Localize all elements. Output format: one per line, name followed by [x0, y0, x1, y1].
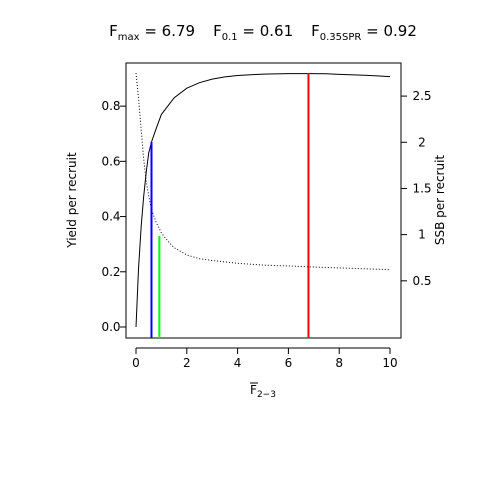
- x-tick-label: 6: [285, 356, 293, 370]
- y-axis-right: 0.5 1 1.5 2 2.5: [400, 89, 432, 288]
- y2-tick-label: 2.5: [412, 89, 431, 103]
- title-text: Fmax = 6.79 F0.1 = 0.61 F0.35SPR = 0.92: [109, 22, 417, 43]
- y2-axis-title: SSB per recruit: [433, 155, 447, 246]
- y2-tick-label: 1: [418, 228, 426, 242]
- y-tick-label: 0.0: [101, 320, 120, 334]
- title-part-value-0: = 6.79: [140, 22, 196, 40]
- series-group: [135, 72, 391, 328]
- x-tick-label: 10: [382, 356, 397, 370]
- y2-tick-label: 1.5: [412, 181, 431, 195]
- y-tick-label: 0.6: [101, 154, 120, 168]
- y-tick-label: 0.4: [101, 210, 120, 224]
- title-part-sub-2: 0.35SPR: [320, 32, 362, 43]
- x-axis-title-text: F2−3: [250, 383, 276, 400]
- x-tick-label: 8: [335, 356, 343, 370]
- y-tick-label: 0.8: [101, 99, 120, 113]
- title-part-sub-1: 0.1: [222, 32, 238, 43]
- title-part-0: F: [109, 22, 118, 40]
- x-axis-title: F2−3: [250, 382, 276, 400]
- x-axis-title-main: F: [250, 383, 257, 397]
- x-tick-label: 4: [234, 356, 242, 370]
- yield-per-recruit-line: [135, 73, 391, 328]
- title-part-sub-0: max: [118, 32, 140, 43]
- title-part-2: F: [311, 22, 320, 40]
- x-tick-label: 0: [132, 356, 140, 370]
- x-axis: 0 2 4 6 8 10: [132, 347, 398, 370]
- reference-lines: [150, 73, 310, 338]
- ssb-per-recruit-line: [135, 72, 391, 271]
- y-axis-title: Yield per recruit: [65, 152, 79, 249]
- x-tick-label: 2: [183, 356, 191, 370]
- title-part-value-2: = 0.92: [361, 22, 417, 40]
- title-part-1: F: [213, 22, 222, 40]
- y2-tick-label: 2: [418, 135, 426, 149]
- chart-title: Fmax = 6.79 F0.1 = 0.61 F0.35SPR = 0.92: [109, 22, 417, 43]
- title-part-value-1: = 0.61: [238, 22, 294, 40]
- y-axis-left: 0.0 0.2 0.4 0.6 0.8: [101, 99, 127, 334]
- y2-tick-label: 0.5: [412, 274, 431, 288]
- x-axis-title-sub: 2−3: [257, 390, 276, 400]
- plot-frame: [125, 62, 402, 339]
- y-tick-label: 0.2: [101, 265, 120, 279]
